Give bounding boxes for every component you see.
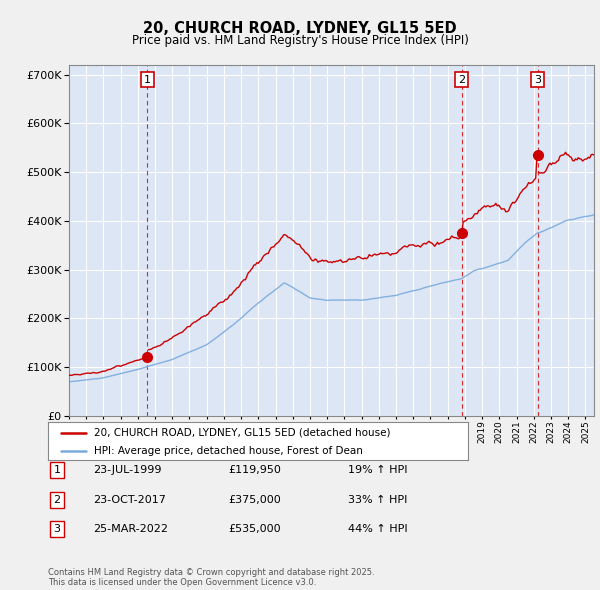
Text: Contains HM Land Registry data © Crown copyright and database right 2025.
This d: Contains HM Land Registry data © Crown c…: [48, 568, 374, 587]
Text: 44% ↑ HPI: 44% ↑ HPI: [348, 525, 407, 534]
Text: 33% ↑ HPI: 33% ↑ HPI: [348, 495, 407, 504]
Text: 2: 2: [53, 495, 61, 504]
Text: £119,950: £119,950: [228, 466, 281, 475]
Text: 3: 3: [53, 525, 61, 534]
Text: 19% ↑ HPI: 19% ↑ HPI: [348, 466, 407, 475]
Text: 23-OCT-2017: 23-OCT-2017: [93, 495, 166, 504]
Text: 3: 3: [534, 74, 541, 84]
Text: 2: 2: [458, 74, 465, 84]
Text: 1: 1: [53, 466, 61, 475]
Text: HPI: Average price, detached house, Forest of Dean: HPI: Average price, detached house, Fore…: [94, 445, 363, 455]
Text: 20, CHURCH ROAD, LYDNEY, GL15 5ED: 20, CHURCH ROAD, LYDNEY, GL15 5ED: [143, 21, 457, 35]
Text: £375,000: £375,000: [228, 495, 281, 504]
Text: 20, CHURCH ROAD, LYDNEY, GL15 5ED (detached house): 20, CHURCH ROAD, LYDNEY, GL15 5ED (detac…: [94, 428, 391, 438]
Text: 23-JUL-1999: 23-JUL-1999: [93, 466, 161, 475]
Text: 25-MAR-2022: 25-MAR-2022: [93, 525, 168, 534]
Text: Price paid vs. HM Land Registry's House Price Index (HPI): Price paid vs. HM Land Registry's House …: [131, 34, 469, 47]
Text: £535,000: £535,000: [228, 525, 281, 534]
Text: 1: 1: [144, 74, 151, 84]
